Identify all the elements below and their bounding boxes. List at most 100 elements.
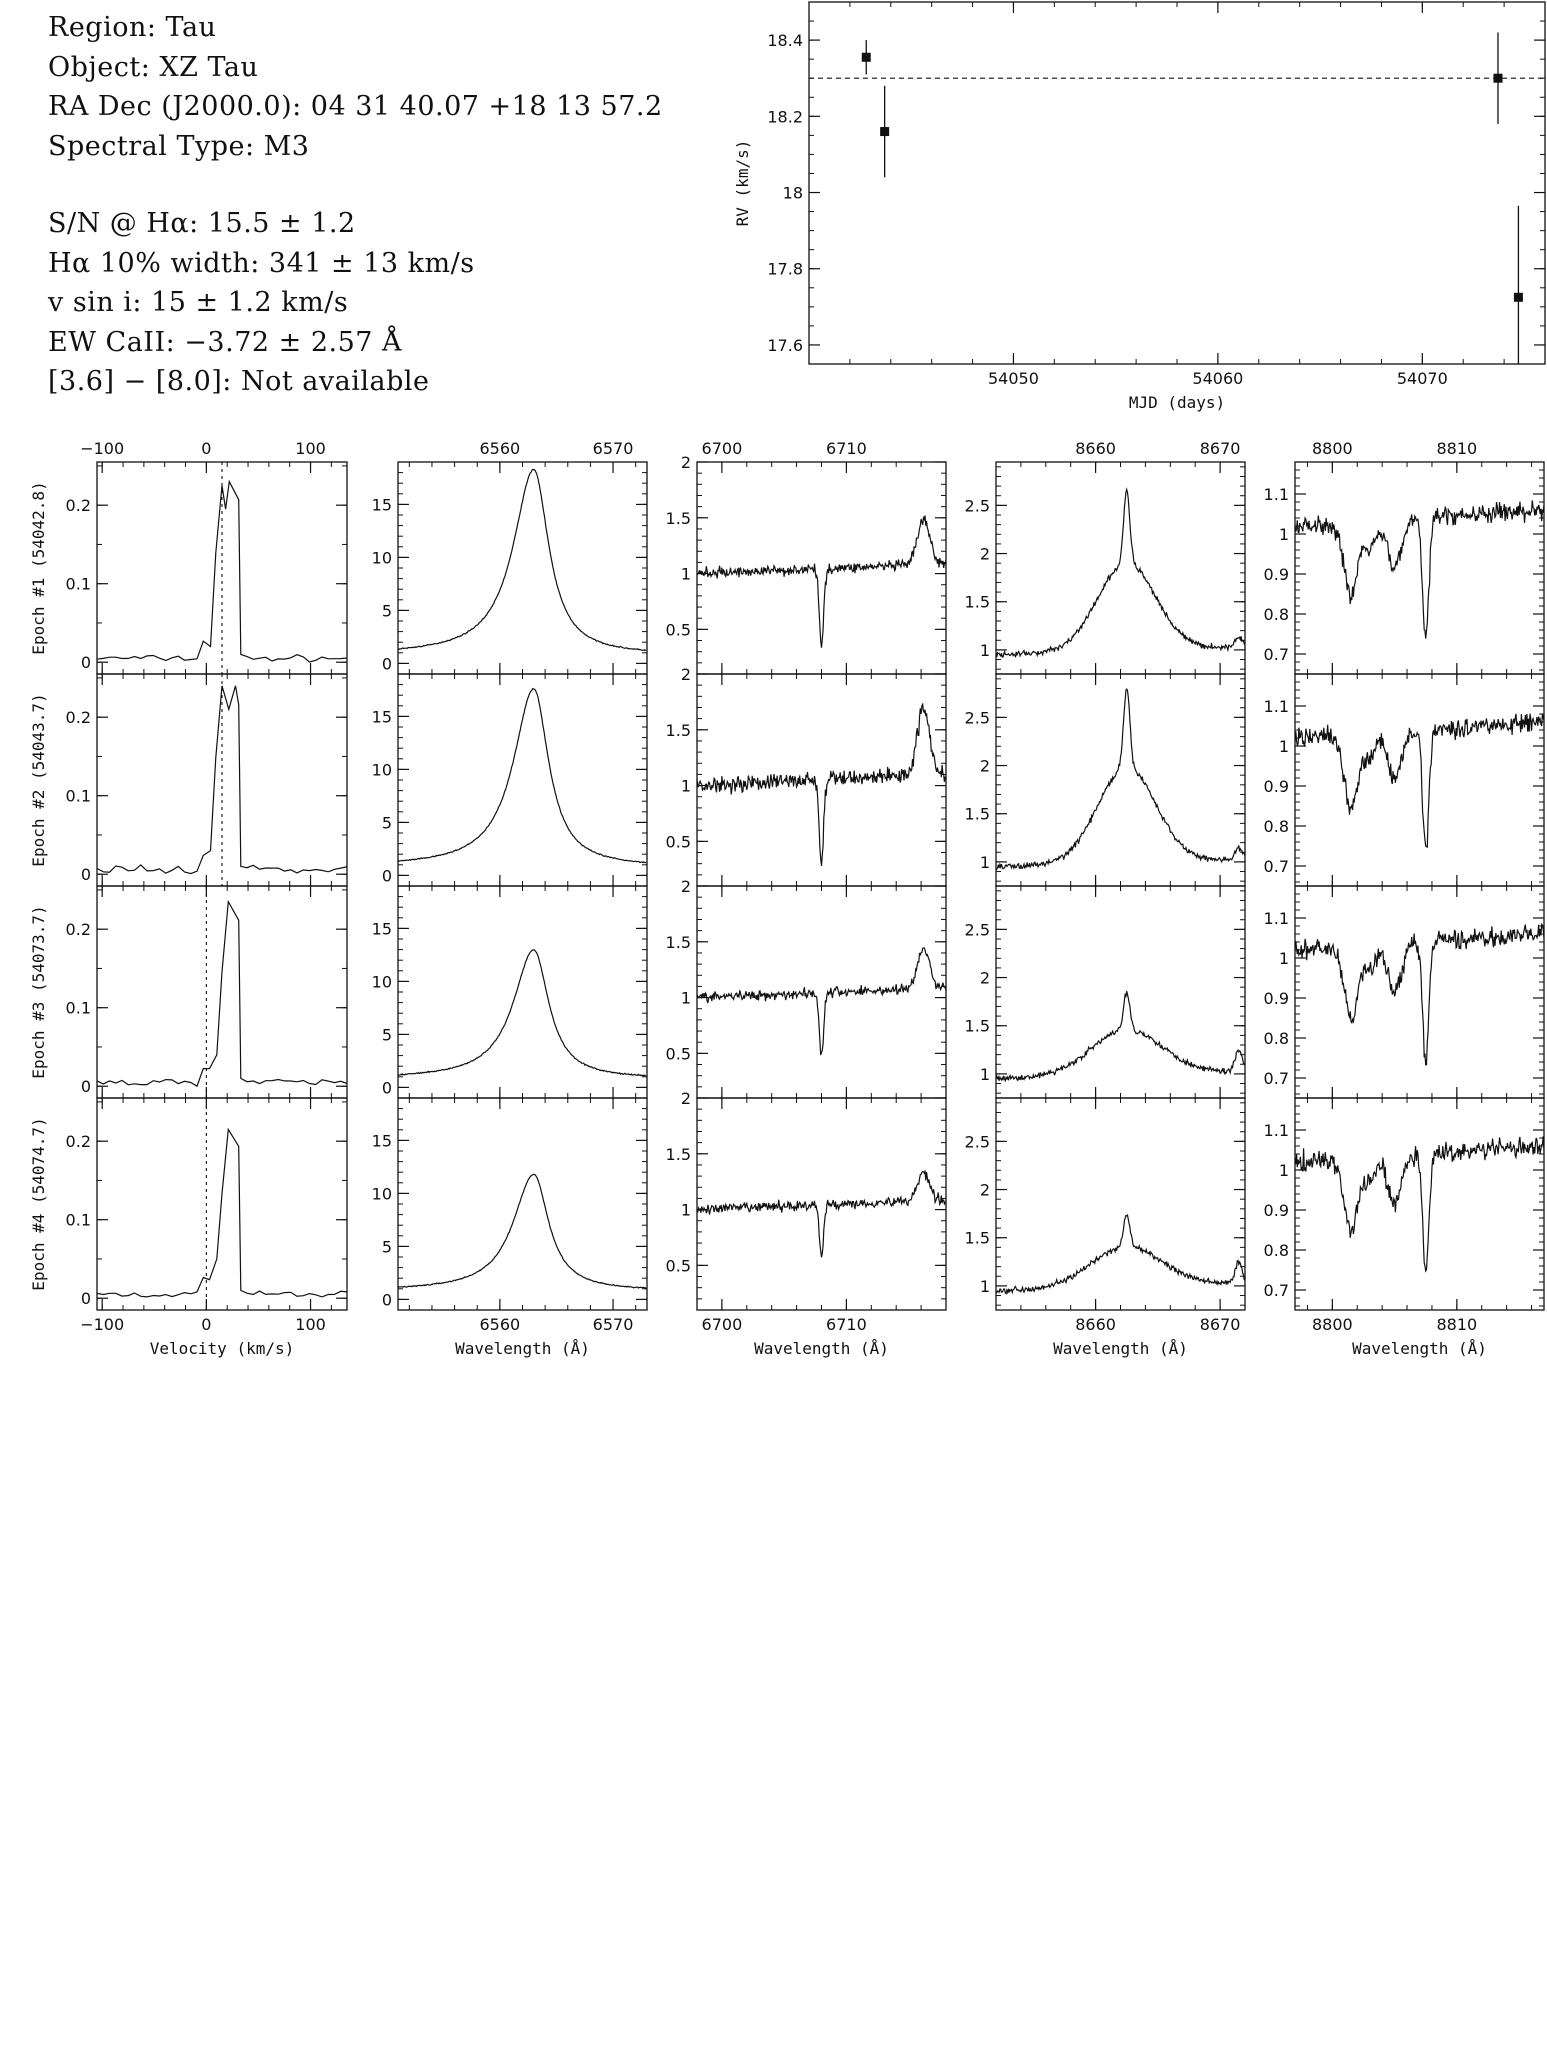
- spectrum-line: [398, 468, 647, 652]
- plot-frame: [995, 673, 1246, 887]
- spectrum-panel: 0 5 10 15: [372, 885, 648, 1099]
- y-tick-label: 0.7: [1264, 1281, 1289, 1300]
- y-tick-label: 2: [681, 1089, 691, 1108]
- y-tick-label: 0: [81, 865, 91, 884]
- y-tick-label: 1: [1279, 1161, 1289, 1180]
- spectrum-panel: 0.5 1 1.5 2: [666, 665, 947, 887]
- plot-frame: [995, 1097, 1246, 1311]
- spectrum-panel: 6700 6710 0.5 1 1.5 2: [666, 440, 947, 675]
- plot-frame: [397, 461, 648, 675]
- y-tick-label: 1.1: [1264, 697, 1289, 716]
- y-tick-label: 0.1: [66, 1211, 91, 1230]
- rv-point: [1493, 73, 1503, 83]
- spectrum-panel: 6700 6710 0.5 1 1.5 2 Wavelength (Å): [666, 1089, 947, 1358]
- spectrum-line: [398, 687, 647, 864]
- y-tick-label: 0: [382, 1290, 392, 1309]
- y-tick-label: 2.5: [965, 708, 990, 727]
- x-tick-label: 6570: [593, 1315, 634, 1334]
- y-tick-label: 5: [382, 601, 392, 620]
- y-tick-label: 1.1: [1264, 909, 1289, 928]
- spectrum-panel: 0 0.1 0.2 Epoch #3 (54073.7): [29, 885, 348, 1099]
- y-tick-label: 15: [372, 495, 392, 514]
- spectrum-panel: 8660 8670 1 1.5 2 2.5 Wavelength (Å): [965, 1097, 1246, 1358]
- x-tick-label: 54060: [1192, 369, 1243, 388]
- spectrum-line: [996, 1213, 1245, 1295]
- epoch-label: Epoch #4 (54074.7): [29, 1117, 48, 1290]
- x-tick-label-top: 8810: [1436, 440, 1477, 458]
- sn-label: S/N @ Hα: 15.5 ± 1.2: [48, 208, 356, 239]
- y-tick-label: 2: [681, 877, 691, 896]
- y-tick-label: 0.1: [66, 575, 91, 594]
- y-tick-label: 18: [783, 184, 803, 203]
- x-tick-label: 54050: [988, 369, 1039, 388]
- y-tick-label: 2: [980, 1181, 990, 1200]
- x-tick-label-top: 6570: [593, 440, 634, 458]
- plot-frame: [808, 1, 1546, 365]
- rv-x-axis-label: MJD (days): [1129, 393, 1225, 412]
- y-tick-label: 0.9: [1264, 989, 1289, 1008]
- y-tick-label: 0.7: [1264, 645, 1289, 664]
- plot-frame: [1294, 673, 1545, 887]
- y-tick-label: 1.5: [666, 933, 691, 952]
- spectrum-line: [398, 1173, 647, 1289]
- y-tick-label: 0: [382, 866, 392, 885]
- x-tick-label: 6710: [826, 1315, 867, 1334]
- y-tick-label: 1.5: [666, 1145, 691, 1164]
- plot-frame: [696, 885, 947, 1099]
- y-tick-label: 1: [1279, 737, 1289, 756]
- y-tick-label: 0.2: [66, 496, 91, 515]
- rv-point: [861, 52, 871, 62]
- y-tick-label: 1: [681, 1201, 691, 1220]
- y-tick-label: 2: [980, 969, 990, 988]
- spectral-type-label: Spectral Type: M3: [48, 130, 310, 162]
- x-tick-label-top: 0: [201, 440, 211, 458]
- spectrum-line: [697, 515, 946, 648]
- spectrum-line: [97, 685, 347, 875]
- epoch-label: Epoch #3 (54073.7): [29, 905, 48, 1078]
- y-tick-label: 1: [681, 777, 691, 796]
- spectrum-line: [697, 947, 946, 1056]
- x-tick-label: 8670: [1200, 1315, 1241, 1334]
- y-tick-label: 1.1: [1264, 485, 1289, 504]
- region-label: Region: Tau: [48, 12, 217, 43]
- x-tick-label: 8800: [1312, 1315, 1353, 1334]
- spectrum-line: [996, 687, 1245, 871]
- y-tick-label: 1: [980, 1065, 990, 1084]
- y-tick-label: 2: [980, 545, 990, 564]
- y-tick-label: 0.9: [1264, 1201, 1289, 1220]
- spectrum-panel: 6560 6570 0 5 10 15 Wavelength (Å): [372, 1097, 648, 1358]
- y-tick-label: 1: [681, 565, 691, 584]
- spectrum-panel: 8660 8670 1 1.5 2 2.5: [965, 440, 1246, 675]
- y-tick-label: 15: [372, 1131, 392, 1150]
- y-tick-label: 0.5: [666, 1044, 691, 1063]
- spectrum-panel: 0 5 10 15: [372, 673, 648, 887]
- y-tick-label: 17.6: [767, 336, 803, 355]
- y-tick-label: 2: [681, 665, 691, 684]
- x-tick-label: 8660: [1075, 1315, 1116, 1334]
- y-tick-label: 0.2: [66, 1132, 91, 1151]
- plot-frame: [1294, 885, 1545, 1099]
- y-tick-label: 1: [1279, 525, 1289, 544]
- info-panel: Region: Tau Object: XZ Tau RA Dec (J2000…: [48, 8, 728, 402]
- spectrum-line: [1295, 713, 1544, 849]
- y-tick-label: 0: [382, 654, 392, 673]
- plot-frame: [397, 1097, 648, 1311]
- y-tick-label: 2: [681, 453, 691, 472]
- spectrum-line: [996, 487, 1245, 659]
- y-tick-label: 1: [980, 641, 990, 660]
- y-tick-label: 0.5: [666, 1256, 691, 1275]
- y-tick-label: 10: [372, 548, 392, 567]
- plot-frame: [397, 885, 648, 1099]
- epoch-label: Epoch #1 (54042.8): [29, 481, 48, 654]
- y-tick-label: 1.5: [965, 1017, 990, 1036]
- y-tick-label: 2.5: [965, 920, 990, 939]
- spectrum-panel: 8800 8810 0.7 0.8 0.9 1 1.1 Wavelength (Å): [1264, 1097, 1545, 1358]
- spectrum-line: [1295, 1136, 1544, 1273]
- x-axis-label: Wavelength (Å): [754, 1339, 889, 1358]
- y-tick-label: 1: [1279, 949, 1289, 968]
- spectrum-panel: 0.7 0.8 0.9 1 1.1: [1264, 885, 1545, 1099]
- y-tick-label: 18.2: [767, 107, 803, 126]
- x-tick-label-top: 8660: [1075, 440, 1116, 458]
- x-tick-label-top: 100: [295, 440, 326, 458]
